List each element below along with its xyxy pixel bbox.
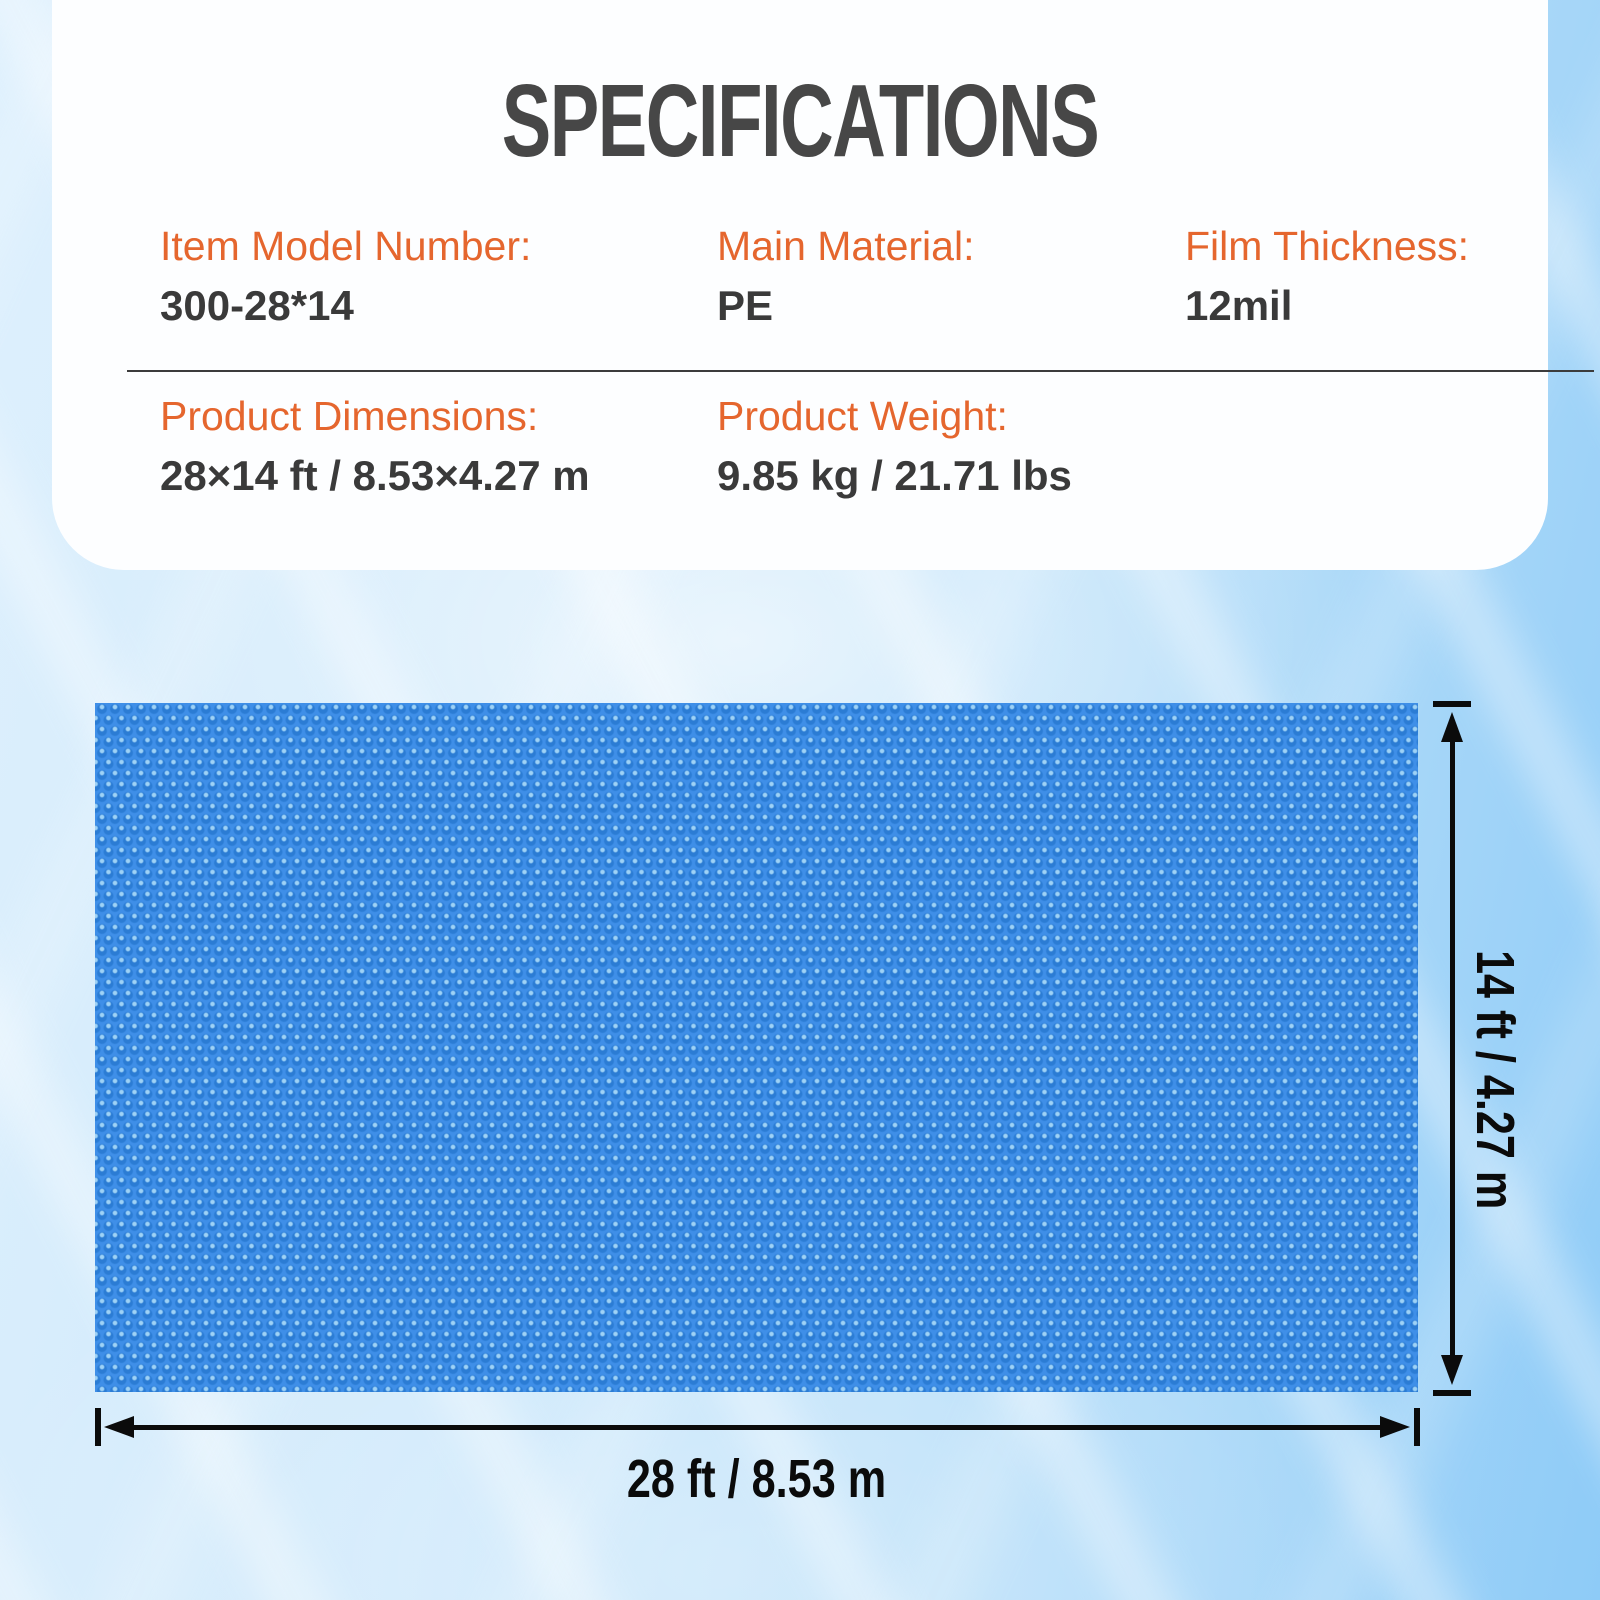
page-title: SPECIFICATIONS [501,63,1100,178]
width-dimension-tick-left [95,1408,101,1446]
spec-product-weight: Product Weight: 9.85 kg / 21.71 lbs [717,392,1072,501]
spec-label: Film Thickness: [1185,223,1470,269]
spec-label: Item Model Number: [160,223,532,269]
spec-divider [127,370,1594,372]
spec-card: SPECIFICATIONS Item Model Number: 300-28… [52,0,1594,570]
spec-value: 28×14 ft / 8.53×4.27 m [160,452,590,499]
arrow-up-icon [1441,712,1463,742]
spec-film-thickness: Film Thickness: 12mil [1185,222,1469,331]
arrow-right-icon [1380,1416,1410,1438]
spec-label: Main Material: [717,223,975,269]
spec-label: Product Weight: [717,393,1008,439]
spec-value: PE [717,282,774,329]
spec-label: Product Dimensions: [160,393,539,439]
spec-value: 9.85 kg / 21.71 lbs [717,452,1072,499]
arrow-down-icon [1441,1355,1463,1385]
spec-value: 12mil [1185,282,1293,329]
arrow-left-icon [104,1416,134,1438]
spec-product-dimensions: Product Dimensions: 28×14 ft / 8.53×4.27… [160,392,590,501]
height-dimension-cap-bottom [1433,1390,1471,1396]
spec-main-material: Main Material: PE [717,222,974,331]
height-dimension-label: 14 ft / 4.27 m [1465,950,1525,1210]
width-dimension-line [122,1425,1392,1430]
width-dimension-label: 28 ft / 8.53 m [626,1449,887,1509]
spec-item-model-number: Item Model Number: 300-28*14 [160,222,531,331]
spec-value: 300-28*14 [160,282,354,329]
height-dimension-cap-top [1433,701,1471,707]
pool-cover-image [95,703,1418,1392]
width-dimension-tick-right [1414,1408,1420,1446]
height-dimension-line [1450,730,1455,1370]
